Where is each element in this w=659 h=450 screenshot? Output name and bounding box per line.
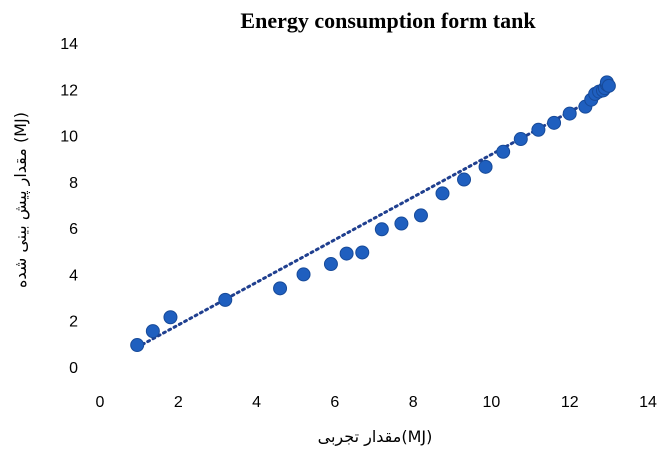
data-point	[130, 338, 145, 353]
data-points	[130, 75, 616, 353]
data-point	[163, 310, 178, 325]
data-point	[323, 257, 338, 272]
data-point	[296, 267, 311, 282]
data-point	[457, 172, 472, 187]
y-axis-ticks: 0 2 4 6 8 10 12 14	[60, 36, 78, 377]
y-axis-label: مقدار پیش بینی شده (MJ)	[11, 112, 31, 288]
data-point	[547, 115, 562, 130]
y-tick-label: 10	[60, 129, 78, 146]
data-point	[513, 132, 528, 147]
x-tick-label: 8	[409, 394, 418, 411]
x-axis-ticks: 0 2 4 6 8 10 12 14	[96, 394, 657, 411]
trendline	[135, 90, 609, 349]
data-point	[601, 78, 616, 93]
data-point	[531, 122, 546, 137]
x-tick-label: 4	[252, 394, 261, 411]
data-point	[355, 245, 370, 260]
data-point	[496, 144, 511, 159]
y-tick-label: 8	[69, 175, 78, 192]
y-tick-label: 6	[69, 221, 78, 238]
x-axis-label: مقدار تجربی(MJ)	[318, 427, 433, 447]
data-point	[394, 216, 409, 231]
data-point	[339, 246, 354, 261]
x-tick-label: 14	[639, 394, 657, 411]
y-tick-label: 12	[60, 82, 78, 99]
y-tick-label: 14	[60, 36, 78, 53]
y-tick-label: 4	[69, 267, 78, 284]
data-point	[218, 292, 233, 307]
data-point	[145, 324, 160, 339]
x-tick-label: 6	[330, 394, 339, 411]
x-tick-label: 0	[96, 394, 105, 411]
x-tick-label: 12	[561, 394, 579, 411]
y-tick-label: 2	[69, 314, 78, 331]
data-point	[413, 208, 428, 223]
data-point	[478, 159, 493, 174]
data-point	[562, 106, 577, 121]
y-tick-label: 0	[69, 360, 78, 377]
chart-title: Energy consumption form tank	[240, 8, 536, 33]
data-point	[273, 281, 288, 296]
data-point	[435, 186, 450, 201]
data-point	[374, 222, 389, 237]
x-tick-label: 10	[483, 394, 501, 411]
x-tick-label: 2	[174, 394, 183, 411]
